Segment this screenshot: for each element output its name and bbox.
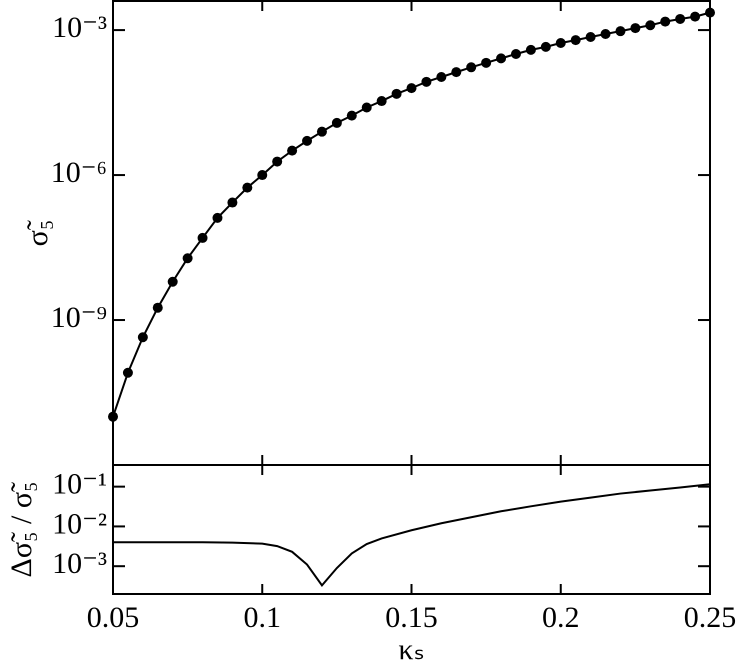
data-point bbox=[570, 35, 581, 46]
x-tick-label: 0.05 bbox=[87, 601, 140, 634]
data-point bbox=[302, 135, 313, 146]
data-point bbox=[152, 302, 163, 313]
data-point bbox=[167, 276, 178, 287]
x-tick-label: 0.25 bbox=[684, 601, 737, 634]
y-axis-label: σ̃₅ bbox=[21, 220, 54, 247]
data-point bbox=[600, 29, 611, 40]
data-point bbox=[451, 67, 462, 78]
data-point bbox=[391, 88, 402, 99]
data-point bbox=[675, 13, 686, 24]
data-point bbox=[137, 332, 148, 343]
data-point bbox=[197, 232, 208, 243]
data-point bbox=[525, 44, 536, 55]
y-tick-label: 10⁻² bbox=[52, 507, 107, 540]
data-point bbox=[376, 96, 387, 107]
x-tick-label: 0.15 bbox=[385, 601, 438, 634]
data-point bbox=[212, 212, 223, 223]
data-point bbox=[331, 117, 342, 128]
data-point bbox=[615, 26, 626, 37]
data-point bbox=[346, 110, 357, 121]
data-point bbox=[257, 170, 268, 181]
data-point bbox=[496, 53, 507, 64]
data-point bbox=[406, 83, 417, 94]
data-point bbox=[466, 62, 477, 73]
y-tick-label: 10⁻⁶ bbox=[51, 156, 107, 189]
data-point bbox=[272, 156, 283, 167]
data-point bbox=[287, 145, 298, 156]
data-point bbox=[540, 41, 551, 52]
data-point bbox=[690, 11, 701, 22]
y-tick-label: 10⁻³ bbox=[52, 11, 107, 44]
data-point bbox=[227, 197, 238, 208]
x-axis-label: κₛ bbox=[398, 633, 424, 666]
data-point bbox=[481, 57, 492, 68]
data-point bbox=[122, 367, 133, 378]
data-point bbox=[645, 20, 656, 31]
y-tick-label: 10⁻¹ bbox=[52, 468, 107, 501]
data-point bbox=[660, 16, 671, 27]
data-line bbox=[113, 483, 711, 587]
data-point bbox=[585, 31, 596, 42]
data-point bbox=[555, 38, 566, 49]
data-point bbox=[630, 23, 641, 34]
y-tick-label: 10⁻³ bbox=[52, 547, 107, 580]
x-tick-label: 0.1 bbox=[244, 601, 282, 634]
data-point bbox=[361, 102, 372, 113]
y-axis-label: Δσ̃₅ / σ̃₅ bbox=[5, 482, 38, 578]
data-point bbox=[316, 126, 327, 137]
data-line bbox=[112, 11, 711, 417]
data-point bbox=[108, 411, 118, 422]
data-point bbox=[705, 7, 715, 18]
data-point bbox=[436, 71, 447, 82]
x-tick-label: 0.2 bbox=[542, 601, 580, 634]
data-point bbox=[510, 49, 521, 60]
y-tick-label: 10⁻⁹ bbox=[51, 301, 107, 334]
data-point bbox=[421, 76, 432, 87]
data-point bbox=[242, 182, 253, 193]
data-point bbox=[182, 253, 193, 264]
